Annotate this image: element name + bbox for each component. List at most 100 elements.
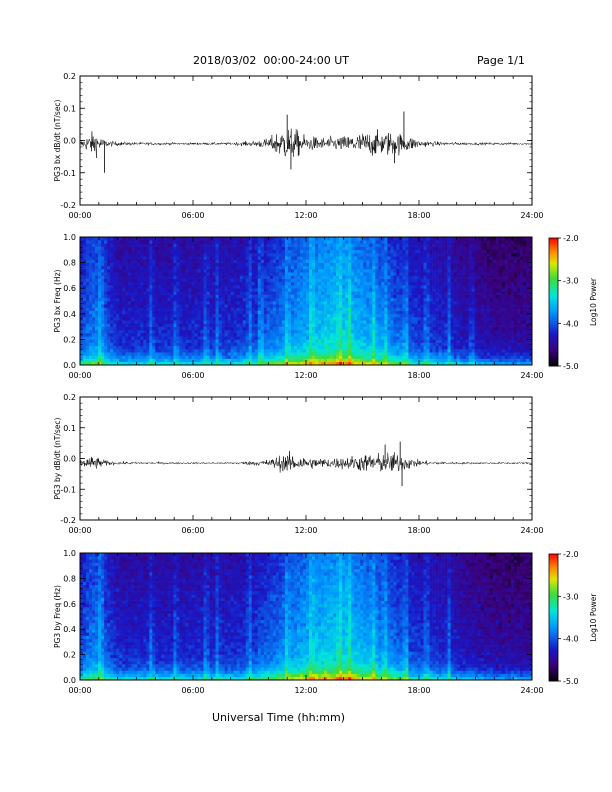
spectrogram-cell <box>236 329 240 334</box>
spectrogram-cell <box>122 345 126 350</box>
spectrogram-cell <box>342 259 346 263</box>
spectrogram-cell <box>230 307 234 311</box>
spectrogram-cell <box>137 272 141 276</box>
spectrogram-cell <box>230 275 234 279</box>
spectrogram-cell <box>203 249 207 254</box>
spectrogram-cell <box>236 246 240 251</box>
spectrogram-cell <box>333 313 337 318</box>
spectrogram-cell <box>203 342 207 347</box>
spectrogram-cell <box>324 339 328 343</box>
spectrogram-cell <box>396 262 400 267</box>
spectrogram-cell <box>251 301 256 305</box>
spectrogram-cell <box>164 358 168 363</box>
spectrogram-cell <box>227 342 231 347</box>
spectrogram-cell <box>206 333 210 337</box>
spectrogram-cell <box>399 237 403 241</box>
spectrogram-cell <box>330 326 334 331</box>
spectrogram-cell <box>330 323 334 327</box>
spectrogram-cell <box>92 339 96 343</box>
spectrogram-cell <box>152 304 156 308</box>
spectrogram-cell <box>405 246 409 251</box>
spectrogram-cell <box>134 249 138 254</box>
spectrogram-cell <box>212 333 216 337</box>
spectrogram-cell <box>263 259 268 263</box>
spectrogram-cell <box>438 275 442 279</box>
spectrogram-cell <box>230 355 234 359</box>
spectrogram-cell <box>432 249 436 254</box>
spectrogram-cell <box>83 246 87 251</box>
spectrogram-cell <box>107 358 111 363</box>
spectrogram-cell <box>200 253 204 257</box>
spectrogram-cell <box>360 237 364 241</box>
spectrogram-cell <box>101 249 105 254</box>
spectrogram-cell <box>426 285 430 289</box>
spectrogram-cell <box>296 243 301 247</box>
spectrogram-cell <box>167 358 171 363</box>
spectrogram-cell <box>336 288 340 292</box>
spectrogram-cell <box>302 333 307 337</box>
spectrogram-cell <box>269 329 274 334</box>
spectrogram-cell <box>251 259 256 263</box>
spectrogram-cell <box>275 304 280 308</box>
spectrogram-cell <box>420 259 424 263</box>
spectrogram-cell <box>227 275 231 279</box>
spectrogram-cell <box>372 339 376 343</box>
spectrogram-cell <box>435 345 439 350</box>
spectrogram-cell <box>278 253 283 257</box>
spectrogram-cell <box>296 285 301 289</box>
spectrogram-cell <box>372 336 376 340</box>
spectrogram-cell <box>384 297 388 302</box>
spectrogram-cell <box>248 313 253 318</box>
spectrogram-cell <box>290 352 295 356</box>
spectrogram-cell <box>306 297 310 302</box>
spectrogram-cell <box>203 326 207 331</box>
spectrogram-cell <box>161 275 165 279</box>
spectrogram-cell <box>399 307 403 311</box>
spectrogram-cell <box>206 275 210 279</box>
spectrogram-cell <box>369 355 373 359</box>
spectrogram-cell <box>441 323 445 327</box>
spectrogram-cell <box>309 269 313 273</box>
spectrogram-cell <box>324 253 328 257</box>
spectrogram-cell <box>128 329 132 334</box>
spectrogram-cell <box>227 333 231 337</box>
spectrogram-cell <box>245 345 250 350</box>
spectrogram-cell <box>384 313 388 318</box>
spectrogram-cell <box>348 326 352 331</box>
spectrogram-cell <box>284 339 289 343</box>
spectrogram-cell <box>315 256 319 260</box>
spectrogram-cell <box>155 313 159 318</box>
spectrogram-cell <box>366 262 370 267</box>
spectrogram-cell <box>444 352 448 356</box>
spectrogram-cell <box>191 285 195 289</box>
spectrogram-cell <box>164 336 168 340</box>
spectrogram-cell <box>233 285 237 289</box>
spectrogram-cell <box>396 301 400 305</box>
spectrogram-cell <box>101 256 105 260</box>
spectrogram-cell <box>426 249 430 254</box>
spectrogram-cell <box>224 355 228 359</box>
spectrogram-cell <box>306 281 310 286</box>
spectrogram-cell <box>302 265 307 270</box>
spectrogram-cell <box>327 243 331 247</box>
spectrogram-cell <box>399 297 403 302</box>
spectrogram-cell <box>345 291 349 295</box>
spectrogram-cell <box>140 288 144 292</box>
spectrogram-cell <box>125 358 129 363</box>
spectrogram-cell <box>218 281 222 286</box>
spectrogram-cell <box>393 304 397 308</box>
spectrogram-cell <box>342 317 346 321</box>
spectrogram-cell <box>423 320 427 324</box>
spectrogram-cell <box>101 310 105 315</box>
spectrogram-cell <box>411 237 415 241</box>
spectrogram-cell <box>110 237 114 241</box>
spectrogram-cell <box>89 313 93 318</box>
spectrogram-cell <box>158 345 162 350</box>
spectrogram-cell <box>348 297 352 302</box>
spectrogram-cell <box>296 339 301 343</box>
spectrogram-cell <box>330 339 334 343</box>
spectrogram-cell <box>98 342 102 347</box>
spectrogram-cell <box>254 342 259 347</box>
spectrogram-cell <box>302 278 307 283</box>
spectrogram-cell <box>263 355 268 359</box>
